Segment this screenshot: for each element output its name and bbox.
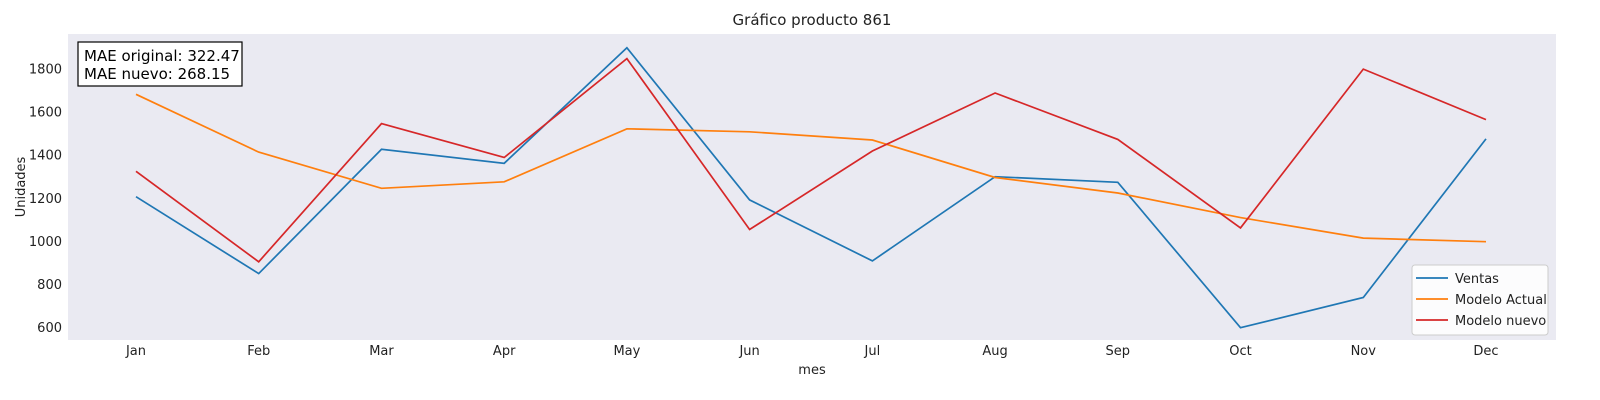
- y-tick-label: 1800: [29, 62, 62, 77]
- x-tick-label: Sep: [1106, 344, 1131, 359]
- y-tick-label: 1000: [29, 235, 62, 250]
- x-axis-label: mes: [798, 363, 826, 378]
- x-tick-label: Apr: [493, 344, 516, 359]
- plot-area: [68, 34, 1556, 340]
- annotation-frame: [77, 41, 243, 87]
- y-axis-ticks: 600 800 1000 1200 1400 1600 1800: [29, 62, 62, 336]
- series-lines: [135, 46, 1487, 329]
- y-tick-label: 1200: [29, 192, 62, 207]
- mae-annotation-box: MAE original: 322.47 MAE nuevo: 268.15: [77, 41, 243, 87]
- x-tick-label: May: [613, 344, 640, 359]
- legend-label: Modelo nuevo: [1455, 314, 1546, 329]
- mae-original-text: MAE original: 322.47: [84, 47, 240, 65]
- x-tick-label: Feb: [247, 344, 270, 359]
- x-tick-label: Dec: [1473, 344, 1498, 359]
- x-tick-label: Jan: [125, 344, 146, 359]
- x-axis-ticks: Jan Feb Mar Apr May Jun Jul Aug Sep Oct Nov Dec: [125, 344, 1499, 359]
- mae-nuevo-text: MAE nuevo: 268.15: [84, 65, 230, 83]
- series-line-1: [135, 46, 1487, 329]
- x-tick-label: Aug: [982, 344, 1007, 359]
- x-tick-label: Mar: [369, 344, 394, 359]
- x-tick-label: Jun: [738, 344, 759, 359]
- y-tick-label: 800: [37, 278, 62, 293]
- y-axis-label: Unidades: [14, 156, 29, 217]
- y-tick-label: 1400: [29, 149, 62, 164]
- y-tick-label: 1600: [29, 106, 62, 121]
- legend-label: Modelo Actual: [1455, 293, 1547, 308]
- y-tick-label: 600: [37, 321, 62, 336]
- legend-label: Ventas: [1455, 272, 1499, 287]
- chart-title: Gráfico producto 861: [733, 11, 892, 29]
- x-tick-label: Jul: [864, 344, 881, 359]
- series-line-3: [135, 57, 1487, 263]
- x-tick-label: Nov: [1351, 344, 1377, 359]
- legend-frame: [1411, 264, 1549, 336]
- legend: Ventas Modelo Actual Modelo nuevo: [1411, 264, 1549, 336]
- series-line-2: [135, 93, 1487, 243]
- x-tick-label: Oct: [1229, 344, 1251, 359]
